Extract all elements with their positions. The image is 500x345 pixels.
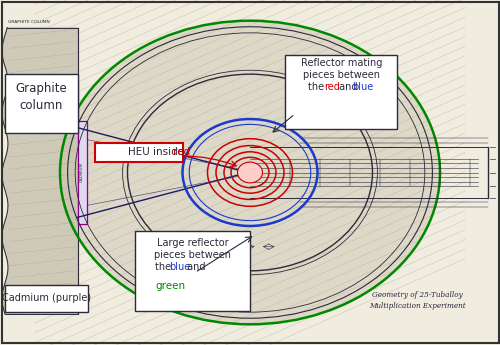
- Ellipse shape: [238, 162, 262, 183]
- FancyBboxPatch shape: [285, 55, 398, 129]
- Text: the: the: [155, 263, 174, 272]
- Text: and: and: [336, 82, 360, 92]
- FancyBboxPatch shape: [135, 231, 250, 310]
- Text: blue: blue: [169, 263, 190, 272]
- Text: red: red: [174, 148, 190, 157]
- Text: blue: blue: [352, 82, 374, 92]
- Text: pieces between: pieces between: [303, 70, 380, 80]
- Text: green: green: [155, 282, 185, 291]
- Text: Large reflector: Large reflector: [156, 238, 228, 248]
- Text: CADMIUM: CADMIUM: [80, 162, 84, 183]
- Text: and: and: [184, 263, 206, 272]
- Text: pieces between: pieces between: [154, 250, 231, 260]
- Text: the: the: [308, 82, 328, 92]
- Text: Geometry of 25-Tuballoy
Multiplication Experiment: Geometry of 25-Tuballoy Multiplication E…: [369, 290, 466, 310]
- FancyBboxPatch shape: [5, 285, 87, 312]
- Text: TUBALLOY: TUBALLOY: [219, 258, 252, 263]
- Polygon shape: [2, 28, 78, 314]
- Text: red: red: [324, 82, 340, 92]
- Text: HEU inside: HEU inside: [128, 148, 187, 157]
- Text: Cadmium (purple): Cadmium (purple): [2, 294, 91, 303]
- FancyBboxPatch shape: [5, 74, 78, 133]
- Ellipse shape: [60, 21, 440, 324]
- Text: Graphite
column: Graphite column: [16, 82, 68, 111]
- FancyBboxPatch shape: [95, 143, 182, 162]
- Bar: [78, 121, 86, 224]
- Text: GRAPHITE COLUMN: GRAPHITE COLUMN: [8, 20, 49, 24]
- Text: Reflector mating: Reflector mating: [301, 58, 382, 68]
